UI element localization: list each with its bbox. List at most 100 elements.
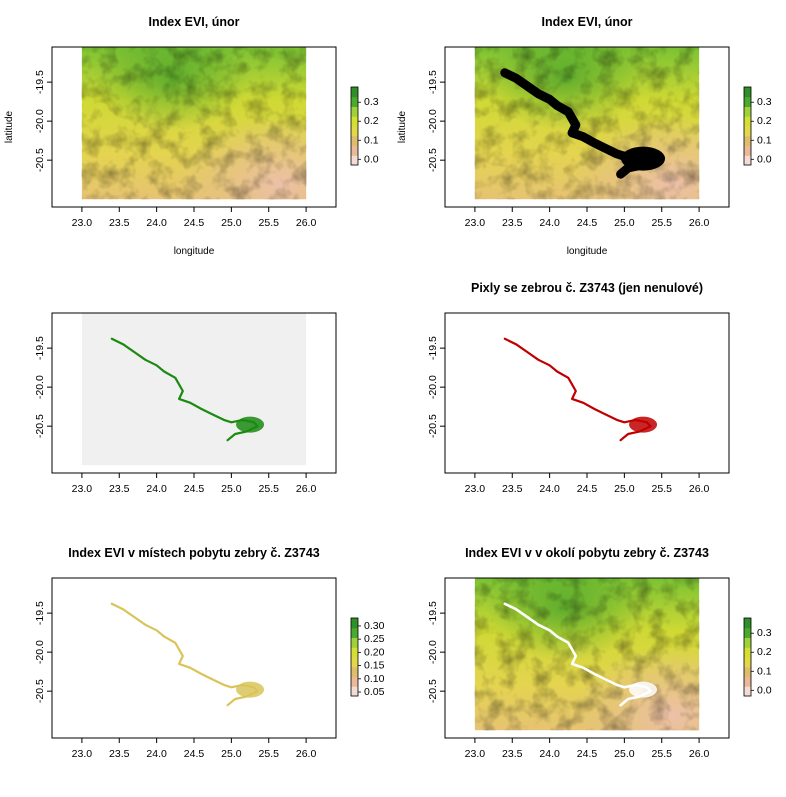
- colorbar-swatch: [744, 666, 751, 677]
- x-axis-label: longitude: [567, 246, 608, 257]
- colorbar-swatch: [351, 637, 358, 648]
- x-tick-label: 23.5: [109, 483, 130, 495]
- colorbar-tick-label: 0.10: [364, 673, 385, 685]
- colorbar-swatch: [744, 145, 751, 156]
- x-tick-label: 23.5: [109, 748, 130, 760]
- x-tick-label: 25.5: [259, 748, 280, 760]
- colorbar-tick-label: 0.1: [364, 134, 379, 146]
- y-tick-label: -20.0: [427, 375, 439, 399]
- evi-raster: [474, 578, 700, 731]
- colorbar-swatch: [351, 627, 358, 638]
- y-tick-label: -19.5: [427, 601, 439, 625]
- x-tick-label: 24.0: [146, 217, 167, 229]
- x-tick-label: 23.0: [465, 748, 486, 760]
- x-tick-label: 23.5: [502, 483, 523, 495]
- colorbar: 0.300.250.20 0.150.100.05: [350, 617, 385, 698]
- panel-p1: 23.0 23.5 24.0 24.5 25.0 25.5 26.0 -19.5 -20.0 -2…: [4, 15, 379, 257]
- x-tick-label: 23.5: [502, 748, 523, 760]
- zebra-cluster: [621, 146, 666, 171]
- colorbar-swatch: [744, 116, 751, 127]
- colorbar-swatch: [744, 126, 751, 137]
- colorbar-tick-label: 0.2: [757, 646, 772, 658]
- colorbar: 0.3 0.2 0.1 0.0: [743, 617, 772, 697]
- colorbar-swatch: [744, 106, 751, 117]
- evi-raster: [81, 47, 307, 200]
- zebra-cluster: [236, 416, 265, 433]
- x-tick-label: 24.0: [539, 748, 560, 760]
- colorbar-frame: [350, 617, 359, 697]
- panel-p2: 23.0 23.5 24.0 24.5 25.0 25.5 26.0 -19.5 -20.0 -2…: [397, 15, 772, 257]
- panel-p4: 23.0 23.5 24.0 24.5 25.0 25.5 26.0 -19.5 -20.0 -2…: [427, 281, 730, 495]
- panel-p3: 23.0 23.5 24.0 24.5 25.0 25.5 26.0 -19.5 -20.0 -2…: [34, 312, 337, 495]
- y-tick-label: -20.5: [34, 414, 46, 438]
- zebra-track: [110, 602, 259, 707]
- panel-p5: 23.0 23.5 24.0 24.5 25.0 25.5 26.0 -19.5 -20.0 -2…: [34, 546, 385, 760]
- x-tick-label: 24.0: [539, 217, 560, 229]
- zebra-cluster: [629, 681, 658, 698]
- colorbar-tick-label: 0.2: [364, 115, 379, 127]
- x-tick-label: 25.0: [221, 217, 242, 229]
- colorbar-tick-label: 0.05: [364, 686, 385, 698]
- plot-frame: [444, 312, 730, 474]
- x-tick-label: 23.0: [465, 483, 486, 495]
- colorbar-swatch: [351, 618, 358, 629]
- x-tick-label: 23.0: [465, 217, 486, 229]
- colorbar-swatch: [744, 657, 751, 668]
- panel-title: Index EVI v místech pobytu zebry č. Z374…: [68, 546, 320, 560]
- x-tick-label: 25.0: [221, 483, 242, 495]
- panel-title: Pixly se zebrou č. Z3743 (jen nenulové): [471, 281, 703, 295]
- x-tick-label: 25.0: [614, 217, 635, 229]
- colorbar-swatch: [744, 686, 751, 697]
- y-axis-label: latitude: [397, 110, 408, 143]
- x-tick-label: 24.5: [184, 217, 205, 229]
- y-tick-label: -20.0: [34, 640, 46, 664]
- colorbar-swatch: [744, 647, 751, 658]
- colorbar-swatch: [351, 686, 358, 697]
- x-tick-label: 25.0: [614, 748, 635, 760]
- y-tick-label: -19.5: [34, 601, 46, 625]
- x-tick-label: 24.5: [184, 748, 205, 760]
- colorbar-tick-label: 0.3: [757, 96, 772, 108]
- y-tick-label: -20.0: [427, 109, 439, 133]
- x-tick-label: 25.5: [652, 483, 673, 495]
- zebra-cluster: [236, 681, 265, 698]
- y-tick-label: -20.5: [427, 679, 439, 703]
- y-tick-label: -20.0: [427, 640, 439, 664]
- colorbar-frame: [350, 86, 359, 166]
- colorbar-swatch: [351, 87, 358, 98]
- colorbar-swatch: [744, 676, 751, 687]
- x-tick-label: 25.0: [614, 483, 635, 495]
- colorbar: 0.3 0.2 0.1 0.0: [743, 86, 772, 166]
- x-tick-label: 26.0: [296, 217, 317, 229]
- zebra-cluster: [629, 416, 658, 433]
- x-tick-label: 24.0: [146, 748, 167, 760]
- y-tick-label: -19.5: [427, 70, 439, 94]
- x-tick-label: 25.5: [259, 483, 280, 495]
- x-tick-label: 25.5: [652, 748, 673, 760]
- colorbar-swatch: [744, 135, 751, 146]
- colorbar-swatch: [351, 676, 358, 687]
- colorbar-swatch: [351, 135, 358, 146]
- panel-title: Index EVI, únor: [149, 15, 240, 29]
- x-tick-label: 24.0: [539, 483, 560, 495]
- colorbar-tick-label: 0.20: [364, 646, 385, 658]
- panel-title: Index EVI v v okolí pobytu zebry č. Z374…: [465, 546, 709, 560]
- plot-frame: [51, 577, 337, 739]
- x-tick-label: 26.0: [689, 748, 710, 760]
- colorbar-swatch: [351, 106, 358, 117]
- colorbar-frame: [743, 617, 752, 697]
- x-tick-label: 23.0: [72, 483, 93, 495]
- x-tick-label: 25.5: [259, 217, 280, 229]
- x-tick-label: 23.0: [72, 217, 93, 229]
- colorbar-swatch: [351, 96, 358, 107]
- y-tick-label: -20.5: [427, 414, 439, 438]
- x-tick-label: 23.0: [72, 748, 93, 760]
- y-axis-label: latitude: [4, 110, 15, 143]
- x-tick-label: 24.5: [577, 748, 598, 760]
- x-tick-label: 26.0: [296, 483, 317, 495]
- x-tick-label: 23.5: [502, 217, 523, 229]
- x-tick-label: 26.0: [689, 217, 710, 229]
- y-tick-label: -20.5: [427, 148, 439, 172]
- colorbar-swatch: [744, 637, 751, 648]
